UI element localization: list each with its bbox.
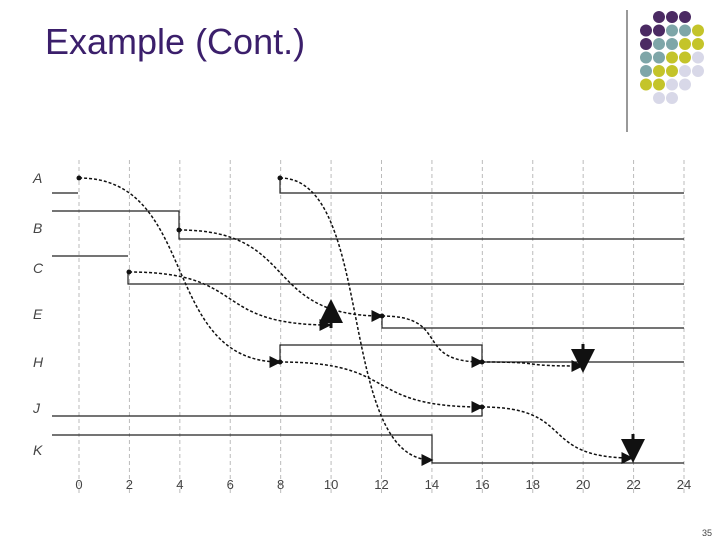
source-dot xyxy=(277,175,283,181)
tick-label: 18 xyxy=(526,477,540,492)
dot xyxy=(692,38,704,50)
dot xyxy=(679,51,691,64)
dot xyxy=(653,51,665,64)
dot xyxy=(679,38,691,50)
dependency-arrow xyxy=(481,406,634,464)
dot xyxy=(666,24,678,37)
dependencies xyxy=(76,175,634,466)
decoration xyxy=(640,11,704,104)
signal-label: B xyxy=(33,220,42,236)
tick-label: 6 xyxy=(227,477,234,492)
dependency-arrow xyxy=(178,229,384,322)
dependency-arrow xyxy=(481,359,584,372)
source-dot xyxy=(126,269,132,275)
source-dot xyxy=(76,175,82,181)
dot xyxy=(653,65,665,77)
tick-label: 2 xyxy=(126,477,133,492)
tick-label: 0 xyxy=(75,477,82,492)
dot xyxy=(640,38,652,50)
dot xyxy=(666,11,678,23)
dot xyxy=(640,51,652,64)
tick-label: 20 xyxy=(576,477,590,492)
dot xyxy=(666,65,678,77)
dot xyxy=(653,24,665,37)
tick-label: 14 xyxy=(425,477,439,492)
dot xyxy=(666,92,678,104)
dot xyxy=(692,24,704,37)
dot xyxy=(666,51,678,64)
source-dot xyxy=(479,359,485,365)
slide-title: Example (Cont.) xyxy=(45,21,305,62)
dependency-arrow xyxy=(381,315,484,368)
signal-label: K xyxy=(33,442,43,458)
signal-label: C xyxy=(33,260,44,276)
thick-arrows xyxy=(319,299,645,463)
tick-label: 22 xyxy=(626,477,640,492)
dot xyxy=(679,78,691,91)
dot xyxy=(653,11,665,23)
dependency-arrow xyxy=(279,361,484,413)
source-dot xyxy=(277,359,283,365)
signal-label: J xyxy=(32,400,41,416)
dot xyxy=(653,92,665,104)
tick-label: 16 xyxy=(475,477,489,492)
dot xyxy=(640,65,652,77)
dot xyxy=(692,65,704,77)
tick-label: 12 xyxy=(374,477,388,492)
tick-label: 4 xyxy=(176,477,183,492)
signal-lines xyxy=(52,178,684,464)
signal-label: H xyxy=(33,354,44,370)
dependency-arrow xyxy=(279,177,434,466)
source-dot xyxy=(176,227,182,233)
page-number: 35 xyxy=(702,528,712,538)
dot xyxy=(679,11,691,23)
signal-label: E xyxy=(33,306,43,322)
dependency-arrow xyxy=(128,271,332,331)
dot xyxy=(666,38,678,50)
dependency-arrow xyxy=(78,177,282,368)
source-dot xyxy=(379,313,385,319)
dot xyxy=(679,24,691,37)
dot xyxy=(679,65,691,77)
tick-label: 24 xyxy=(677,477,691,492)
dot xyxy=(666,78,678,91)
signal-label: A xyxy=(32,170,42,186)
dot xyxy=(692,51,704,64)
tick-label: 8 xyxy=(277,477,284,492)
source-dot xyxy=(479,404,485,410)
dot xyxy=(640,78,652,91)
tick-label: 10 xyxy=(324,477,338,492)
dot xyxy=(640,24,652,37)
dot xyxy=(653,38,665,50)
dot xyxy=(653,78,665,91)
